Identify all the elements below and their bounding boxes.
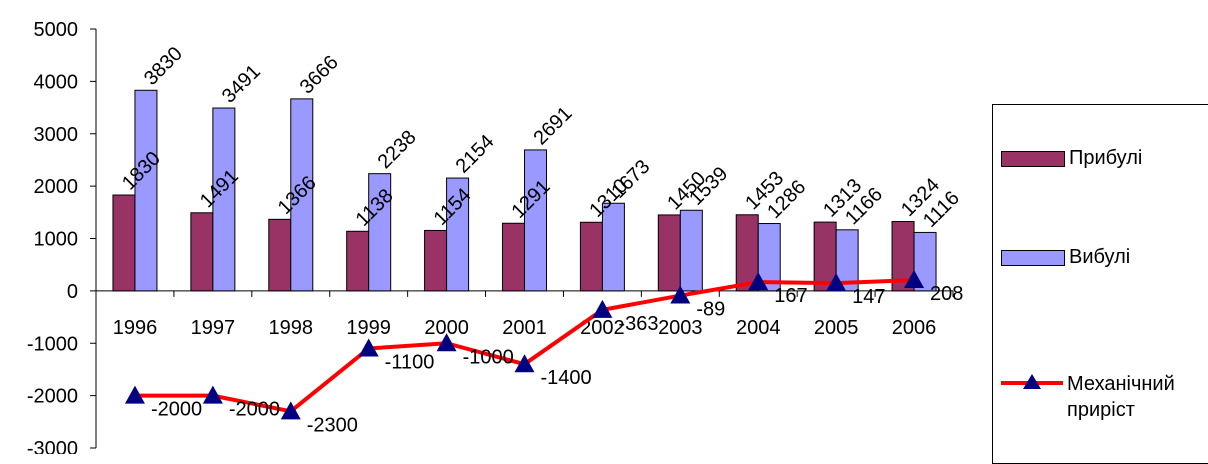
x-tick-label: 1999 xyxy=(346,317,391,339)
x-tick-label: 1997 xyxy=(191,317,236,339)
legend-label-arrivals: Прибулі xyxy=(1069,147,1143,169)
bar xyxy=(524,149,547,292)
legend-label-departures: Вибулі xyxy=(1069,246,1131,268)
legend-swatch-arrivals xyxy=(1001,151,1065,167)
line-value-label: -363 xyxy=(618,313,658,335)
legend-item-arrivals: Прибулі xyxy=(1001,147,1142,170)
bar-value-label: 3491 xyxy=(218,61,265,108)
x-tick-label: 2005 xyxy=(814,317,859,339)
line-point-marker xyxy=(202,385,223,404)
bar xyxy=(424,229,448,292)
line-point-marker xyxy=(592,299,613,318)
bar-value-label: 2691 xyxy=(529,102,576,149)
x-tick-label: 1996 xyxy=(113,317,158,339)
legend-item-net-migration: Механічний приріст xyxy=(1001,371,1175,423)
bar-value-label: 3830 xyxy=(140,43,187,90)
line-point-marker xyxy=(358,338,379,357)
y-tick-label: 4000 xyxy=(34,71,79,93)
legend-item-departures: Вибулі xyxy=(1001,246,1130,269)
x-tick-label: 2002 xyxy=(580,317,625,339)
line-value-label: -2000 xyxy=(229,399,280,421)
legend-swatch-net-migration xyxy=(1001,371,1063,395)
x-tick-label: 2004 xyxy=(736,317,781,339)
bar xyxy=(913,231,937,292)
bar xyxy=(579,221,603,292)
bar xyxy=(190,212,214,292)
chart: 5000 4000 3000 2000 1000 0 -1000 -2000 -3000 1996… xyxy=(27,19,964,454)
bar xyxy=(346,230,370,292)
line-point-marker xyxy=(826,273,847,292)
line-point-marker xyxy=(280,401,301,420)
bar xyxy=(368,173,392,292)
line-value-label: -89 xyxy=(696,299,725,321)
y-tick-label: 1000 xyxy=(34,229,79,251)
y-tick-label: 3000 xyxy=(34,124,79,146)
x-tick-label: 2000 xyxy=(424,317,469,339)
line-value-label: -1100 xyxy=(385,351,435,373)
line-point-marker xyxy=(124,385,145,404)
bar xyxy=(835,229,859,292)
legend: Прибулі Вибулі Механічний приріст xyxy=(992,104,1208,464)
x-tick-label: 2003 xyxy=(658,317,703,339)
line-point-marker xyxy=(670,285,691,304)
bars xyxy=(112,89,937,292)
bar xyxy=(134,89,158,292)
y-tick-label: 2000 xyxy=(34,176,79,198)
bar xyxy=(268,218,292,292)
line-value-label: 208 xyxy=(930,283,963,305)
y-tick-label: 0 xyxy=(67,281,78,303)
y-tick-label: -3000 xyxy=(27,438,78,454)
line-value-label: -2000 xyxy=(151,399,202,421)
legend-swatch-departures xyxy=(1001,250,1065,266)
bar-value-label: 3666 xyxy=(296,51,343,98)
x-tick-label: 2006 xyxy=(892,317,937,339)
bar-value-label: 2238 xyxy=(374,126,421,173)
bar xyxy=(112,194,136,292)
bar xyxy=(290,98,314,292)
bar xyxy=(601,202,625,292)
bar xyxy=(757,223,781,292)
line-value-label: -2300 xyxy=(307,414,358,436)
line-value-label: 147 xyxy=(852,286,885,308)
line-value-label: 167 xyxy=(774,285,807,307)
bar-value-label: 2154 xyxy=(452,131,499,178)
line-point-marker xyxy=(436,333,457,352)
axes: 5000 4000 3000 2000 1000 0 -1000 -2000 -3000 1996… xyxy=(27,19,954,454)
y-tick-label: -1000 xyxy=(27,333,78,355)
bar xyxy=(679,209,703,292)
line-value-label: -1000 xyxy=(463,346,514,368)
line-value-label: -1400 xyxy=(541,367,592,389)
legend-label-net-migration-line2: приріст xyxy=(1067,399,1135,421)
x-tick-label: 2001 xyxy=(502,317,547,339)
bar xyxy=(502,222,525,292)
y-tick-label: 5000 xyxy=(34,19,79,41)
x-tick-label: 1998 xyxy=(269,317,314,339)
line-point-marker xyxy=(514,354,535,373)
line-point-marker xyxy=(748,272,769,291)
bar xyxy=(657,214,681,292)
line-point-marker xyxy=(904,269,925,288)
line-series xyxy=(124,269,925,420)
bar xyxy=(446,177,470,292)
legend-label-net-migration-line1: Механічний xyxy=(1067,373,1175,395)
y-tick-label: -2000 xyxy=(27,386,78,408)
bar xyxy=(212,107,236,292)
